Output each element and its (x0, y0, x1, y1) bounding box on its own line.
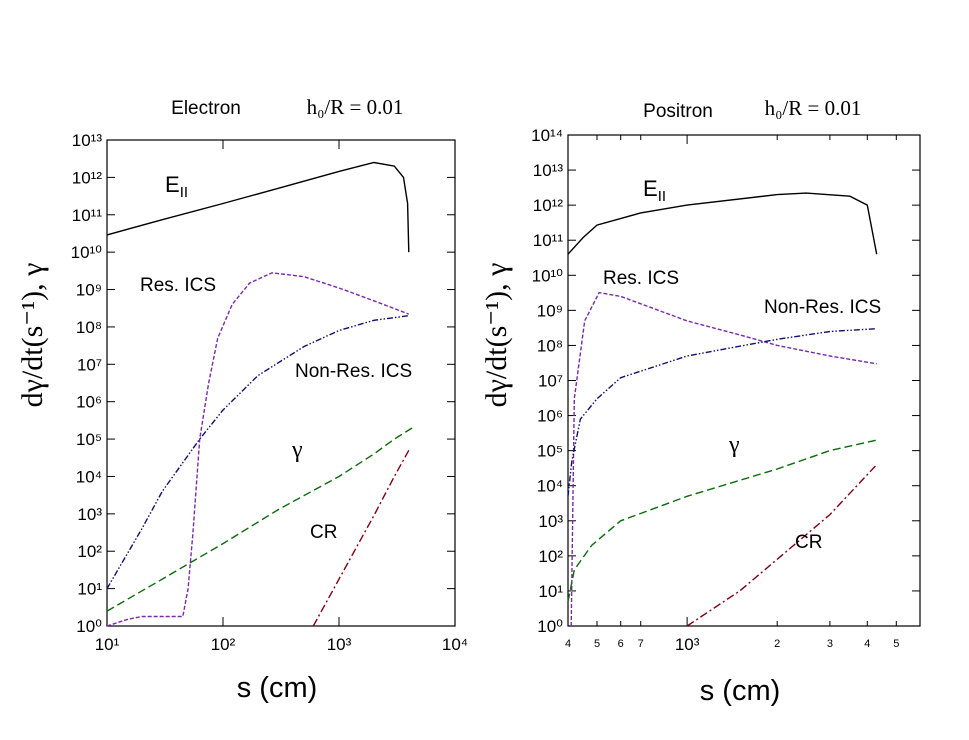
y-tick-label: 10² (538, 547, 563, 566)
series-line (686, 464, 878, 627)
series-line (106, 161, 410, 253)
y-tick-label: 10¹⁴ (531, 126, 563, 145)
y-tick-label: 10¹⁰ (71, 243, 103, 262)
y-tick-label: 10¹³ (72, 131, 103, 150)
y-axis-label: dγ/dt(s⁻¹), γ (480, 263, 513, 408)
y-tick-label: 10⁴ (537, 477, 563, 496)
y-tick-label: 10⁵ (76, 430, 102, 449)
series-line (106, 315, 409, 589)
series-label: EII (165, 172, 188, 201)
x-tick-label: 6 (618, 638, 624, 650)
series-label: γ (728, 432, 740, 458)
panel: Electron h₀/R = 0.01 s (cm) dγ/dt(s⁻¹), γ 10… (16, 95, 468, 704)
y-tick-label: 10⁰ (537, 617, 563, 636)
x-axis-label: s (cm) (237, 672, 318, 704)
y-tick-label: 10² (77, 542, 102, 561)
plot-frame (106, 139, 456, 627)
panel-title: Electron (171, 98, 241, 119)
y-tick-label: 10⁶ (76, 393, 102, 412)
series-line (106, 272, 410, 627)
y-tick-label: 10⁹ (76, 281, 102, 300)
y-tick-label: 10¹ (538, 582, 563, 601)
y-tick-label: 10⁸ (537, 336, 563, 355)
series-label: Res. ICS (140, 275, 216, 296)
series-line (567, 439, 877, 602)
x-tick-label: 4 (864, 638, 870, 650)
y-tick-label: 10⁵ (537, 442, 563, 461)
y-tick-label: 10⁴ (76, 467, 102, 486)
x-axis-label: s (cm) (700, 675, 781, 707)
x-tick-label: 10² (211, 635, 236, 654)
y-tick-label: 10⁸ (76, 318, 102, 337)
panel-subtitle: h₀/R = 0.01 (307, 95, 404, 119)
x-tick-label: 5 (893, 638, 899, 650)
series-label: Non-Res. ICS (764, 297, 881, 318)
x-tick-label: 4 (565, 638, 571, 650)
panel-title: Positron (643, 101, 713, 122)
panel-subtitle: h₀/R = 0.01 (765, 96, 862, 120)
y-tick-label: 10³ (77, 505, 102, 524)
series-line (106, 425, 416, 612)
y-tick-label: 10⁷ (77, 355, 102, 374)
y-tick-label: 10⁹ (537, 301, 563, 320)
y-tick-label: 10¹² (72, 168, 103, 187)
y-tick-label: 10⁰ (76, 617, 102, 636)
y-axis-label: dγ/dt(s⁻¹), γ (16, 263, 49, 408)
y-tick-label: 10¹² (533, 196, 564, 215)
x-tick-label: 2 (774, 638, 780, 650)
series-label: γ (291, 437, 303, 463)
plot-frame (567, 134, 921, 627)
series-line (567, 328, 877, 497)
y-tick-label: 10¹¹ (72, 206, 103, 225)
series-label: EII (643, 176, 666, 205)
series-line (312, 449, 410, 627)
y-tick-label: 10¹¹ (533, 231, 564, 250)
series-label: CR (795, 532, 822, 553)
y-tick-label: 10¹⁰ (532, 266, 564, 285)
panel: Positron h₀/R = 0.01 s (cm) dγ/dt(s⁻¹), γ 10… (480, 96, 921, 707)
series-line (570, 291, 877, 627)
x-tick-label: 5 (594, 638, 600, 650)
series-label: Res. ICS (603, 268, 679, 289)
x-tick-label: 10³ (675, 635, 700, 654)
x-tick-label: 3 (827, 638, 833, 650)
series-label: Non-Res. ICS (295, 361, 412, 382)
y-tick-label: 10¹ (77, 580, 102, 599)
x-tick-label: 7 (638, 638, 644, 650)
x-tick-label: 10³ (327, 635, 352, 654)
x-tick-label: 10⁴ (442, 635, 468, 654)
y-tick-label: 10⁷ (538, 372, 563, 391)
y-tick-label: 10³ (538, 512, 563, 531)
x-tick-label: 10¹ (95, 635, 120, 654)
y-tick-label: 10⁶ (537, 407, 563, 426)
y-tick-label: 10¹³ (533, 161, 564, 180)
series-line (567, 192, 878, 255)
series-label: CR (310, 522, 337, 543)
